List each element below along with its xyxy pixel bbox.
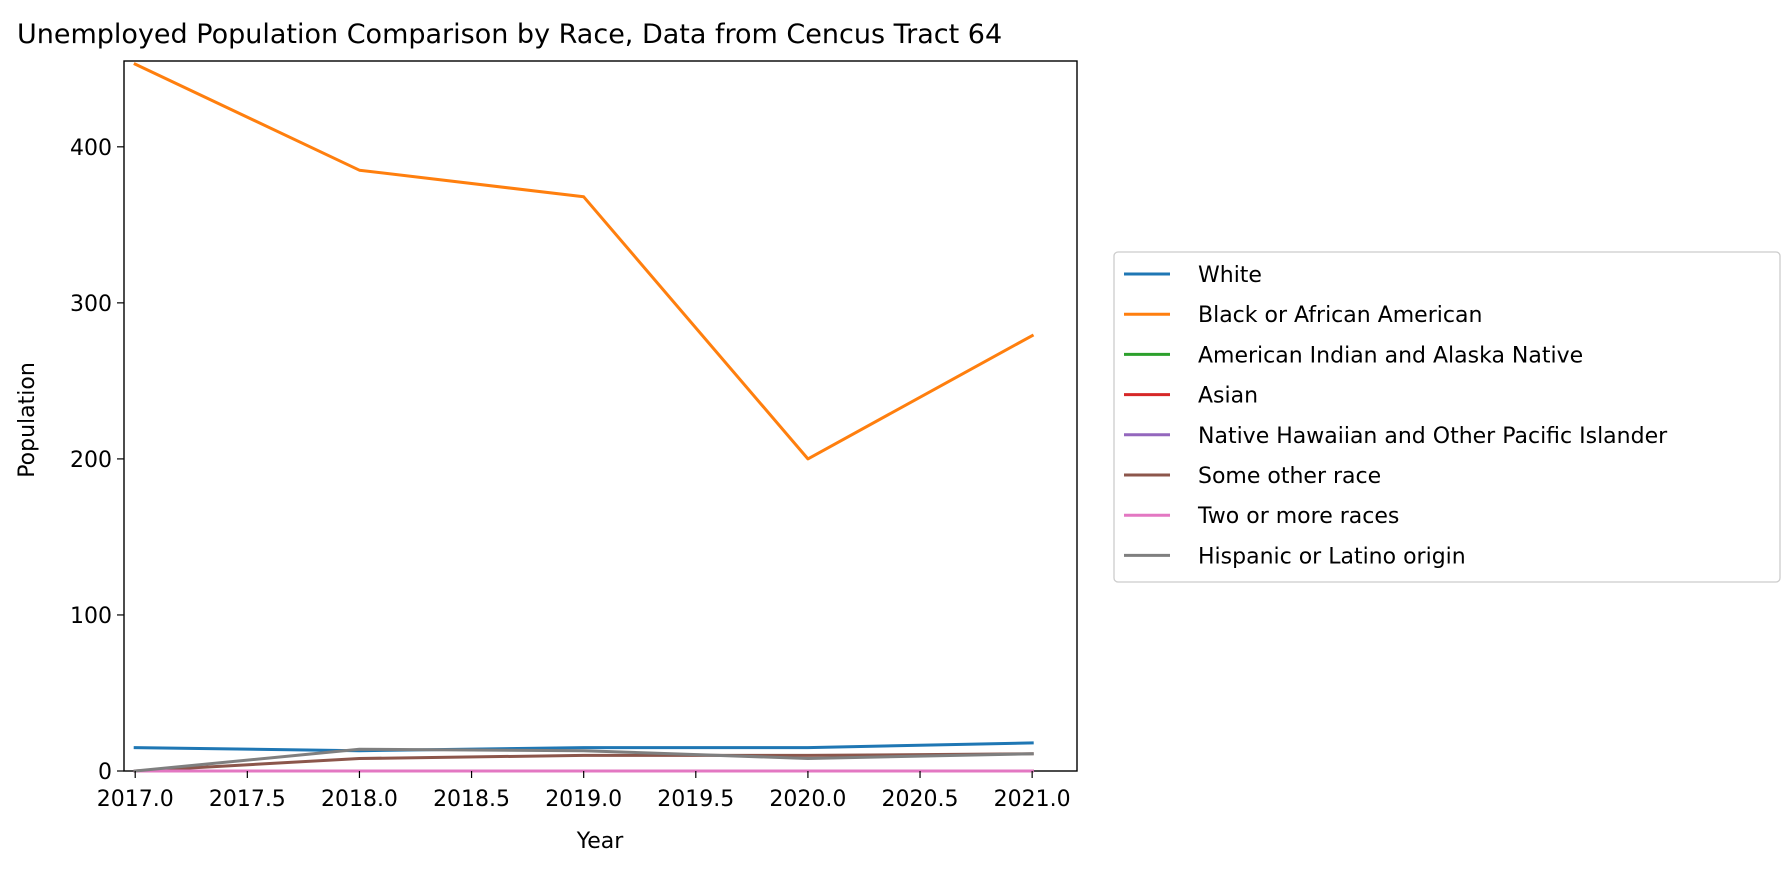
legend-label-3: Asian [1198,384,1258,409]
legend-label-6: Two or more races [1197,504,1399,529]
legend-label-4: Native Hawaiian and Other Pacific Island… [1198,424,1668,449]
x-tick-label: 2019.5 [657,787,734,812]
legend: White Black or African American American I… [1113,251,1781,583]
x-tick-label: 2018.5 [433,787,510,812]
series-line-5 [133,752,1034,773]
legend-items: White Black or African American American I… [1124,263,1668,569]
chart-title: Unemployed Population Comparison by Race… [17,19,1002,50]
y-axis-ticks: 0 100 200 300 400 [70,136,124,785]
series-line-7 [133,747,1034,773]
x-tick-label: 2021.0 [994,787,1071,812]
y-tick-label: 200 [70,448,112,473]
y-axis-label: Population [15,362,40,478]
series-line-1 [133,62,1035,461]
y-tick-label: 0 [98,760,112,785]
x-axis-label: Year [576,829,625,854]
x-axis-ticks: 2017.0 2017.5 2018.0 2018.5 2019.0 2019.5 2020… [97,771,1071,812]
x-tick-label: 2017.5 [209,787,286,812]
y-tick-label: 100 [70,604,112,629]
x-tick-label: 2017.0 [97,787,174,812]
y-tick-label: 400 [70,136,112,161]
legend-label-5: Some other race [1198,464,1381,489]
plot-area-frame [123,60,1078,772]
series-line-0 [133,741,1034,753]
legend-label-7: Hispanic or Latino origin [1198,544,1466,569]
x-tick-label: 2019.0 [545,787,622,812]
series-lines [133,62,1035,773]
x-tick-label: 2018.0 [321,787,398,812]
x-tick-label: 2020.0 [769,787,846,812]
legend-label-2: American Indian and Alaska Native [1198,343,1583,368]
x-tick-label: 2020.5 [882,787,959,812]
legend-box [1113,251,1781,583]
legend-label-1: Black or African American [1198,303,1482,328]
legend-label-0: White [1198,263,1262,288]
y-tick-label: 300 [70,292,112,317]
